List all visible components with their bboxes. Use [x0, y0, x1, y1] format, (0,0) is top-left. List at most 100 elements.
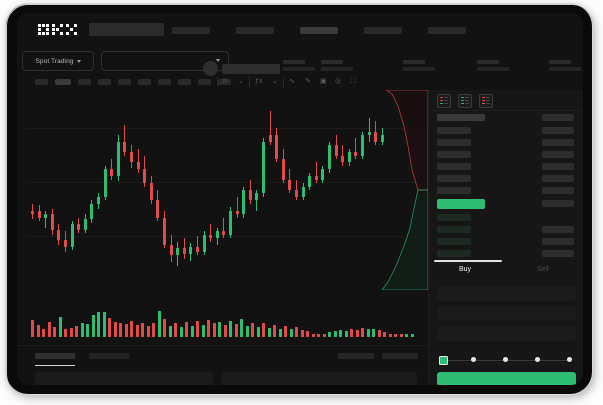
market-stat-3: [477, 60, 509, 71]
indicator-icon[interactable]: ƒx: [255, 78, 263, 85]
pencil-icon[interactable]: ✎: [305, 78, 311, 85]
volume-bar: [405, 333, 408, 337]
volume-bar: [311, 334, 315, 337]
orderbook-header-price[interactable]: [437, 114, 485, 121]
tab-sell[interactable]: Sell: [537, 266, 549, 273]
candle-body: [367, 131, 371, 135]
orderbook-view-toggles[interactable]: [437, 94, 493, 108]
volume-bar: [53, 326, 56, 337]
bottom-tab-1[interactable]: [89, 353, 129, 359]
bottom-panel-actions[interactable]: [338, 353, 418, 359]
volume-bar: [58, 316, 62, 337]
search-input[interactable]: [89, 23, 164, 36]
interval-button-9[interactable]: [218, 79, 231, 85]
candle-body: [248, 190, 252, 201]
okx-logo-icon[interactable]: [38, 24, 78, 36]
bottom-action-0[interactable]: [338, 353, 374, 359]
orderbook-ask-row-price[interactable]: [437, 151, 471, 158]
bottom-panel-tabs[interactable]: [35, 353, 129, 359]
slider-stop-100[interactable]: [566, 357, 572, 362]
market-stat-label: [283, 60, 305, 64]
volume-bar: [207, 320, 210, 337]
orderbook-ask-row-price[interactable]: [437, 187, 471, 194]
pair-selector[interactable]: [101, 51, 229, 71]
wave-icon[interactable]: ∿: [289, 78, 295, 85]
controls-row: Spot Trading: [17, 46, 583, 74]
interval-button-2[interactable]: [78, 79, 91, 85]
volume-bar: [399, 334, 403, 337]
chevron-down-icon[interactable]: ⌄: [272, 78, 278, 85]
candle-wick: [124, 124, 126, 156]
interval-button-3[interactable]: [98, 79, 111, 85]
orderbook-ask-row-amount: [542, 163, 574, 170]
fullscreen-icon[interactable]: ⛶: [351, 78, 356, 85]
orderbook-ask-row-amount: [542, 151, 574, 158]
candle-body: [215, 231, 219, 239]
orderbook-bid-row-price[interactable]: [437, 214, 471, 221]
volume-bar: [284, 325, 287, 337]
volume-bar: [124, 324, 128, 337]
mode-selector[interactable]: Spot Trading: [22, 51, 94, 71]
orderbook-ask-row-price[interactable]: [437, 163, 471, 170]
price-chart[interactable]: [17, 89, 429, 291]
header-nav: [172, 27, 466, 34]
nav-item-1[interactable]: [236, 27, 274, 34]
order-form-tabs[interactable]: Buy Sell: [429, 260, 583, 282]
volume-bar: [42, 328, 45, 337]
interval-button-4[interactable]: [118, 79, 131, 85]
interval-button-7[interactable]: [178, 79, 191, 85]
bottom-action-1[interactable]: [382, 353, 418, 359]
candle-body: [268, 134, 272, 142]
orderbook-ask-row-price[interactable]: [437, 127, 471, 134]
toolbar-separator: [217, 77, 218, 87]
orderbook-both-icon[interactable]: [437, 94, 451, 108]
candle-wick: [223, 217, 225, 239]
camera-icon[interactable]: ▣: [320, 78, 327, 85]
submit-order-button[interactable]: [437, 372, 576, 385]
bottom-tab-0[interactable]: [35, 353, 75, 359]
volume-bar: [339, 330, 342, 337]
slider-stop-25[interactable]: [471, 357, 477, 362]
candle-wick: [269, 110, 271, 146]
slider-stop-75[interactable]: [534, 357, 540, 362]
candlestick-icon[interactable]: ⊫: [223, 78, 230, 85]
order-field-price[interactable]: [437, 286, 576, 301]
bottom-card[interactable]: [221, 372, 417, 385]
candle-body: [57, 229, 61, 240]
amount-slider[interactable]: [439, 355, 572, 366]
interval-button-5[interactable]: [138, 79, 151, 85]
candle-body: [50, 214, 54, 230]
orderbook-bids-icon[interactable]: [458, 94, 472, 108]
chevron-down-icon[interactable]: ⌄: [238, 78, 244, 85]
volume-bar: [141, 322, 144, 337]
gear-icon[interactable]: ◎: [335, 78, 342, 85]
slider-handle[interactable]: [439, 356, 448, 366]
interval-button-6[interactable]: [158, 79, 171, 85]
nav-item-2[interactable]: [300, 27, 338, 34]
interval-button-1[interactable]: [55, 79, 71, 85]
orderbook-ask-row-price[interactable]: [437, 175, 471, 182]
candle-body: [308, 176, 312, 187]
nav-item-0[interactable]: [172, 27, 210, 34]
orderbook-ask-row-price[interactable]: [437, 139, 471, 146]
orderbook-bid-row-price[interactable]: [437, 226, 471, 233]
bottom-card[interactable]: [35, 372, 213, 385]
nav-item-4[interactable]: [428, 27, 466, 34]
volume-bar: [289, 329, 293, 337]
tab-buy[interactable]: Buy: [459, 266, 472, 273]
candle-body: [156, 200, 160, 218]
candle-body: [202, 234, 206, 252]
orderbook-asks-icon[interactable]: [479, 94, 493, 108]
slider-stop-50[interactable]: [503, 357, 508, 362]
volume-bar: [113, 321, 117, 337]
toolbar-separator: [249, 77, 250, 87]
orderbook-bid-row-price[interactable]: [437, 250, 471, 257]
interval-button-0[interactable]: [35, 79, 48, 85]
order-field-total[interactable]: [437, 326, 576, 341]
interval-button-8[interactable]: [198, 79, 211, 85]
nav-item-3[interactable]: [364, 27, 402, 34]
chart-toolbar: ⊫ ⌄ ƒx ⌄ ∿ ✎ ▣ ◎ ⛶: [17, 74, 583, 91]
orderbook-bid-row-price[interactable]: [437, 238, 471, 245]
order-field-amount[interactable]: [437, 306, 576, 321]
market-stat-2: [403, 60, 435, 71]
